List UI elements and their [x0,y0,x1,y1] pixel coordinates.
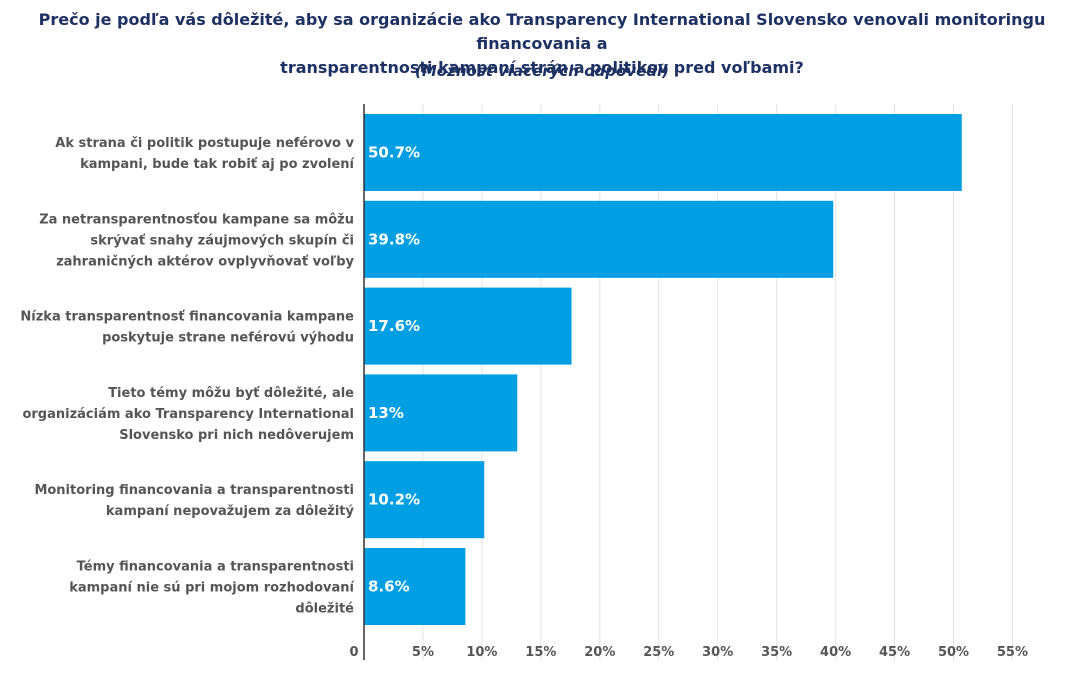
chart-title-line-1: Prečo je podľa vás dôležité, aby sa orga… [38,10,1046,53]
bar-value-label: 39.8% [368,230,420,248]
category-label-line: Slovensko pri nich nedôverujem [119,428,354,443]
bar [364,200,834,278]
bar-value-label: 50.7% [368,144,420,162]
x-tick-label: 55% [997,645,1028,660]
x-tick-label: 45% [879,645,910,660]
category-label-line: skrývať snahy záujmových skupín či [90,233,354,248]
category-label-line: Za netransparentnosťou kampane sa môžu [39,212,354,227]
bar [364,548,466,625]
bar [364,461,485,539]
bar-value-label: 17.6% [368,317,420,335]
category-label: Ak strana či politik postupuje neférovo … [55,136,355,172]
chart-title: Prečo je podľa vás dôležité, aby sa orga… [0,8,1084,80]
bar-value-label: 13% [368,404,404,422]
x-tick-label: 10% [466,645,497,660]
category-label-line: poskytuje strane neférovú výhodu [102,331,354,346]
category-label: Monitoring financovania a transparentnos… [34,483,354,519]
category-label: Za netransparentnosťou kampane sa môžu sk… [39,212,354,269]
bar-value-label: 8.6% [368,578,410,596]
bar [364,374,518,452]
category-label-line: kampaní nepovažujem za dôležitý [106,504,355,519]
x-tick-label: 15% [525,645,556,660]
x-tick-label: 35% [761,645,792,660]
category-label-line: Ak strana či politik postupuje neférovo … [55,136,354,151]
chart-subtitle: (Možnosť viacerých odpovedí) [415,62,669,80]
category-label-line: kampaní nie sú pri mojom rozhodovaní [69,581,355,596]
category-label-line: kampani, bude tak robiť aj po zvolení [80,157,355,172]
x-tick-label: 0 [349,645,358,660]
x-tick-label: 25% [643,645,674,660]
x-tick-label: 40% [820,645,851,660]
x-tick-label: 20% [584,645,615,660]
category-label-line: Témy financovania a transparentnosti [77,560,354,575]
category-label: Tieto témy môžu byť dôležité, ale organiz… [22,386,354,443]
category-label-line: organizáciám ako Transparency Internatio… [22,407,354,422]
x-tick-label: 5% [412,645,434,660]
category-label: Nízka transparentnosť financovania kampa… [20,310,354,346]
category-label-line: Tieto témy môžu byť dôležité, ale [108,386,354,401]
bar [364,287,572,365]
bar [364,114,962,191]
category-label-line: Monitoring financovania a transparentnos… [34,483,354,498]
x-tick-label: 50% [938,645,969,660]
chart-title-line-2: transparentnosti kampaní strán a politik… [280,58,804,77]
x-tick-label: 30% [702,645,733,660]
category-label-line: Nízka transparentnosť financovania kampa… [20,310,354,325]
category-label-line: dôležité [295,602,354,617]
category-label: Témy financovania a transparentnosti kamp… [69,560,355,617]
bar-value-label: 10.2% [368,491,420,509]
category-label-line: zahraničných aktérov ovplyvňovať voľby [56,254,354,269]
